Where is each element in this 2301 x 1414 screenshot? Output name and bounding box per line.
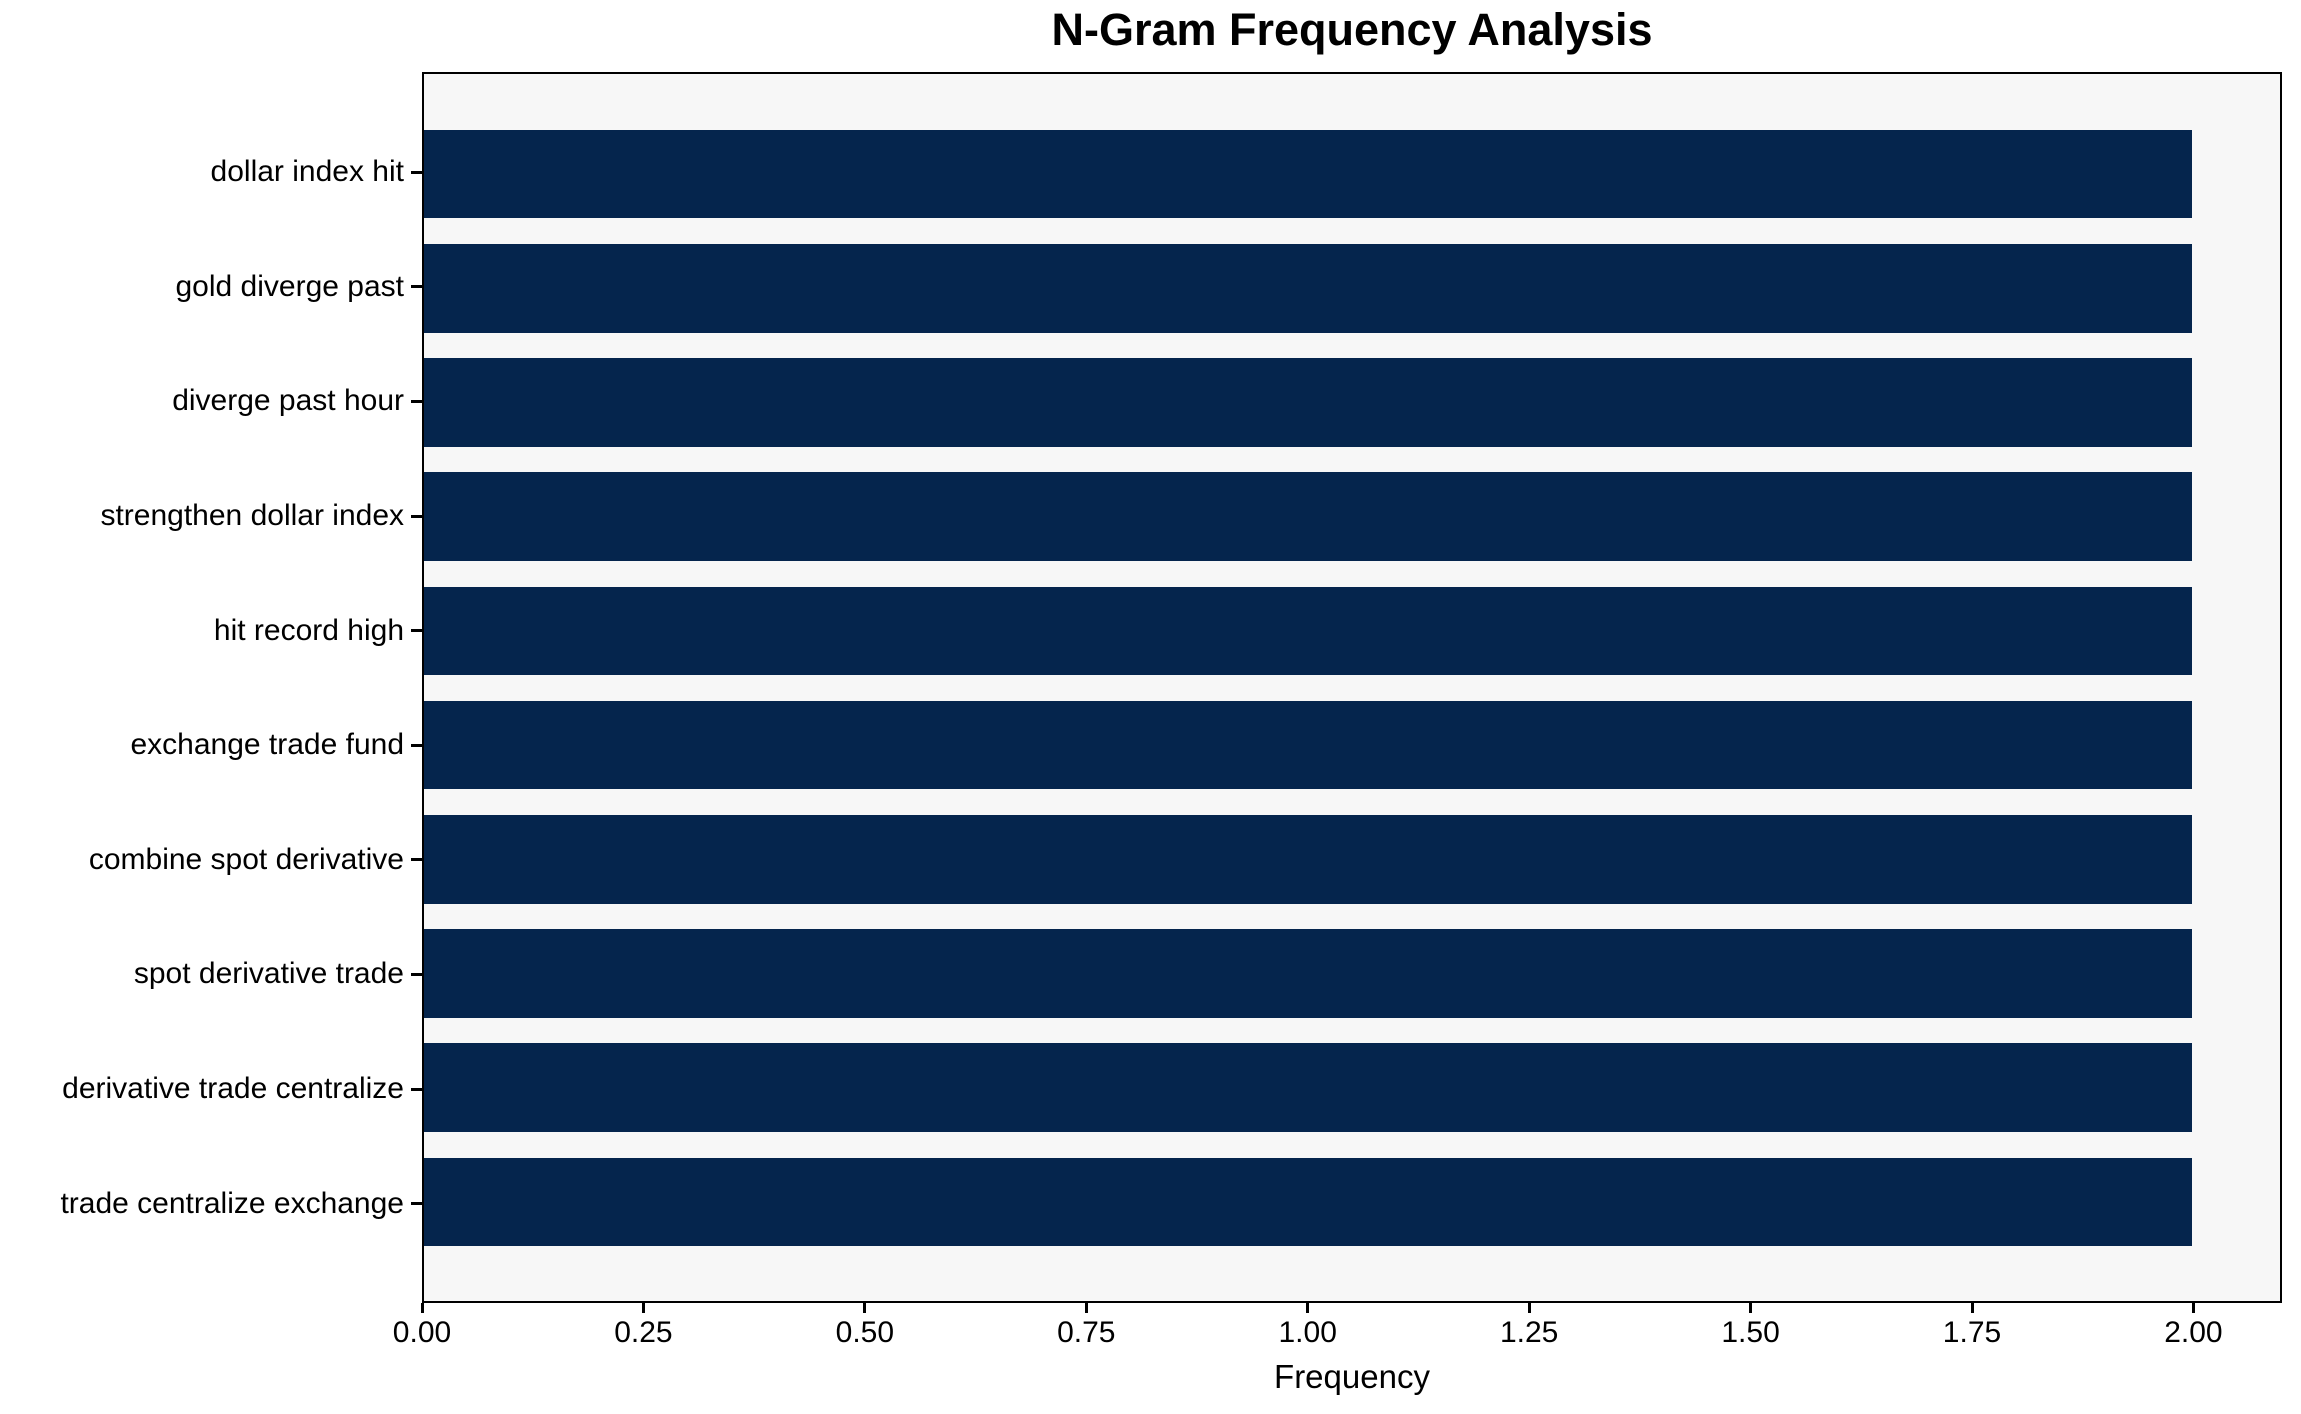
y-tick-label: gold diverge past [175,269,405,303]
y-tick-label: combine spot derivative [88,842,404,876]
y-tick-mark [411,743,422,747]
bar [424,586,2192,676]
x-tick-label: 0.75 [1057,1316,1116,1349]
bar [424,815,2192,904]
x-tick-label: 0.50 [835,1316,895,1349]
bar [424,1157,2192,1247]
plot-area [422,72,2282,1303]
y-tick-label: derivative trade centralize [62,1072,404,1106]
y-axis-ticks [411,115,422,1261]
x-tick-label: 1.75 [1942,1316,2002,1349]
x-tick-label: 1.50 [1721,1316,1780,1349]
x-tick-mark [2191,1303,2195,1313]
bar [424,929,2192,1018]
x-tick-label: 0.25 [614,1316,673,1349]
y-tick-label: exchange trade fund [130,728,404,762]
x-tick-label: 0.00 [392,1316,452,1349]
bar [424,244,2192,333]
chart-title: N-Gram Frequency Analysis [1051,4,1653,55]
x-tick-label: 2.00 [2164,1316,2223,1349]
x-tick-mark [1084,1303,1088,1313]
y-tick-mark [411,285,422,289]
x-tick-label: 1.25 [1499,1316,1559,1349]
x-tick-mark [641,1303,645,1313]
y-tick-mark [411,170,422,174]
bar-row [424,1031,2280,1145]
bar-row [424,574,2280,688]
bar-row [424,916,2280,1030]
x-tick-mark [1527,1303,1531,1313]
bar [424,129,2192,219]
bar [424,1043,2192,1133]
y-tick-mark [411,1087,422,1091]
y-tick-label: hit record high [213,613,404,647]
y-tick-mark [411,1202,422,1206]
bar-row [424,231,2280,345]
y-tick-mark [411,399,422,403]
x-tick-mark [1306,1303,1310,1313]
bar-row [424,1145,2280,1259]
bar-row [424,117,2280,231]
bar [424,700,2192,790]
bar-row [424,688,2280,802]
x-tick-mark [863,1303,867,1313]
bar-row [424,345,2280,459]
y-tick-label: trade centralize exchange [60,1186,404,1220]
bar [424,472,2192,562]
y-tick-label: spot derivative trade [133,957,404,991]
y-tick-mark [411,514,422,518]
x-tick-mark [1970,1303,1974,1313]
bar-row [424,802,2280,916]
y-tick-label: dollar index hit [210,155,404,189]
bars-container [424,117,2280,1259]
x-tick-label: 1.00 [1278,1316,1337,1349]
bar-row [424,460,2280,574]
y-axis-labels: dollar index hit gold diverge past diverge… [0,115,404,1261]
y-tick-mark [411,972,422,976]
y-tick-mark [411,858,422,862]
x-tick-mark [1749,1303,1753,1313]
y-tick-label: strengthen dollar index [100,499,404,533]
x-axis-title: Frequency [1274,1358,1430,1395]
y-tick-mark [411,629,422,633]
bar [424,358,2192,447]
x-tick-mark [420,1303,424,1313]
y-tick-label: diverge past hour [172,384,404,418]
